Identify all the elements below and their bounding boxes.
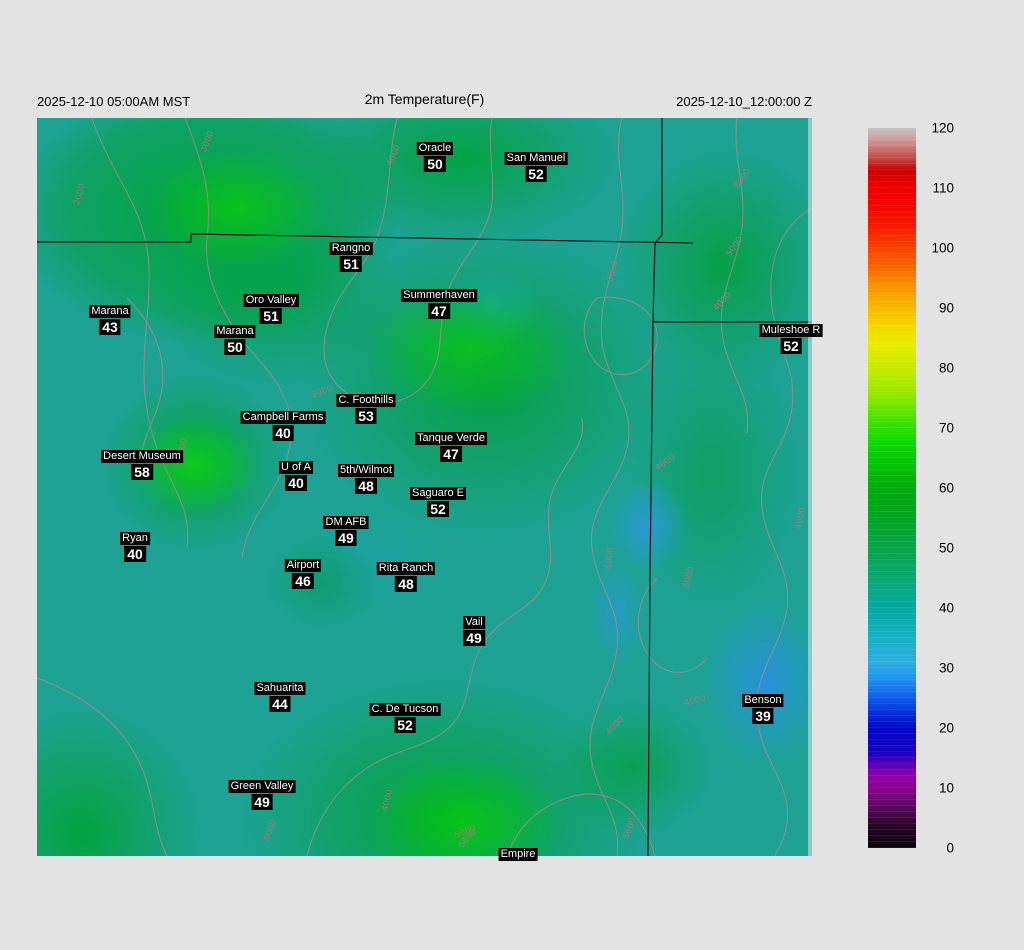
- colorbar-gradient: [868, 128, 916, 848]
- station-temperature: 40: [124, 546, 146, 562]
- station-label: Rangno 51: [329, 239, 373, 273]
- station-name: Tanque Verde: [415, 432, 487, 445]
- station-label: Saguaro E 52: [410, 484, 466, 518]
- station-label: C. Foothills 53: [336, 391, 396, 425]
- station-temperature: 49: [251, 794, 273, 810]
- station-temperature: 52: [427, 501, 449, 517]
- station-label: Muleshoe R 52: [759, 321, 823, 355]
- elevation-contour-lines: [37, 118, 812, 856]
- station-temperature: 48: [355, 478, 377, 494]
- station-temperature: 39: [752, 708, 774, 724]
- station-name: Sahuarita: [254, 682, 306, 695]
- station-temperature: 43: [99, 319, 121, 335]
- colorbar-tick-label: 0: [946, 840, 954, 856]
- station-name: 5th/Wilmot: [338, 464, 394, 477]
- station-temperature: 40: [272, 425, 294, 441]
- station-temperature: 47: [440, 446, 462, 462]
- station-label: Tanque Verde 47: [415, 429, 487, 463]
- station-temperature: 52: [780, 338, 802, 354]
- station-temperature: 51: [260, 308, 282, 324]
- colorbar-tick-label: 40: [938, 600, 954, 616]
- station-temperature: 47: [428, 303, 450, 319]
- station-temperature: 40: [285, 475, 307, 491]
- station-label: Sahuarita 44: [254, 679, 306, 713]
- colorbar-tick-label: 100: [931, 240, 954, 256]
- station-label: Summerhaven 47: [401, 286, 477, 320]
- station-name: Marana: [214, 325, 256, 338]
- colorbar-tick-label: 70: [938, 420, 954, 436]
- station-label: Desert Museum 58: [101, 447, 183, 481]
- station-name: C. Foothills: [336, 394, 396, 407]
- station-name: Desert Museum: [101, 450, 183, 463]
- colorbar-tick-label: 80: [938, 360, 954, 376]
- contour-elevation-label: 6000: [603, 546, 615, 570]
- station-temperature: 53: [355, 408, 377, 424]
- station-label: Marana 50: [214, 322, 256, 356]
- station-label: DM AFB 49: [323, 513, 369, 547]
- station-temperature: 44: [269, 696, 291, 712]
- station-label: Ryan 40: [120, 529, 150, 563]
- station-label: Oracle 50: [416, 139, 454, 173]
- station-label: San Manuel 52: [504, 149, 568, 183]
- station-name: Green Valley: [228, 780, 296, 793]
- station-name: San Manuel: [504, 152, 568, 165]
- station-label: Benson 39: [742, 691, 784, 725]
- county-boundary-lines: [37, 118, 812, 856]
- station-temperature: 49: [335, 530, 357, 546]
- station-temperature: 58: [131, 464, 153, 480]
- colorbar-tick-label: 10: [938, 780, 954, 796]
- station-name: U of A: [279, 461, 313, 474]
- station-name: Campbell Farms: [240, 411, 326, 424]
- temperature-map: 3000 4000 6000 2000 5000 3000 4000 3000 …: [37, 118, 823, 861]
- colorbar-tick-label: 30: [938, 660, 954, 676]
- station-temperature: 52: [394, 717, 416, 733]
- colorbar: 120 110 100 90 80 70 60 50 40 30 20: [868, 121, 988, 856]
- colorbar-tick-label: 90: [938, 300, 954, 316]
- map-overlay-svg: [37, 118, 812, 856]
- station-temperature: 46: [292, 573, 314, 589]
- station-label: Campbell Farms 40: [240, 408, 326, 442]
- station-temperature: 49: [463, 630, 485, 646]
- station-name: Oracle: [416, 142, 454, 155]
- colorbar-tick-label: 50: [938, 540, 954, 556]
- station-name: Empire: [498, 848, 538, 861]
- station-name: Rita Ranch: [376, 562, 436, 575]
- colorbar-tick-label: 60: [938, 480, 954, 496]
- station-label: U of A 40: [279, 458, 313, 492]
- station-name: DM AFB: [323, 516, 369, 529]
- station-temperature: 48: [395, 576, 417, 592]
- station-name: Rangno: [329, 242, 373, 255]
- station-temperature: 52: [525, 166, 547, 182]
- station-name: Marana: [89, 305, 131, 318]
- timestamp-utc: 2025-12-10_12:00:00 Z: [676, 94, 812, 109]
- station-label: Green Valley 49: [228, 777, 296, 811]
- station-name: C. De Tucson: [369, 703, 441, 716]
- station-name: Ryan: [120, 532, 150, 545]
- station-name: Benson: [742, 694, 784, 707]
- station-label: Empire: [498, 845, 538, 862]
- station-temperature: 51: [340, 256, 362, 272]
- station-temperature: 50: [224, 339, 246, 355]
- station-name: Airport: [284, 559, 322, 572]
- colorbar-tick-label: 110: [932, 180, 954, 196]
- station-label: Airport 46: [284, 556, 322, 590]
- station-label: 5th/Wilmot 48: [338, 461, 394, 495]
- station-name: Oro Valley: [243, 294, 299, 307]
- station-name: Summerhaven: [401, 289, 477, 302]
- station-label: Rita Ranch 48: [376, 559, 436, 593]
- station-temperature: 50: [424, 156, 446, 172]
- station-label: Vail 49: [463, 613, 485, 647]
- station-name: Saguaro E: [410, 487, 466, 500]
- station-label: C. De Tucson 52: [369, 700, 441, 734]
- station-name: Vail: [463, 616, 485, 629]
- timestamp-local: 2025-12-10 05:00AM MST: [37, 94, 191, 109]
- colorbar-tick-label: 120: [931, 120, 954, 136]
- station-name: Muleshoe R: [759, 324, 823, 337]
- station-label: Marana 43: [89, 302, 131, 336]
- colorbar-tick-label: 20: [938, 720, 954, 736]
- plot-title: 2m Temperature(F): [364, 91, 485, 107]
- station-label: Oro Valley 51: [243, 291, 299, 325]
